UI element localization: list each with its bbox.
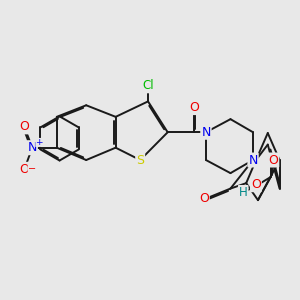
Text: O: O: [189, 101, 199, 114]
Text: N: N: [248, 154, 258, 166]
Text: O: O: [199, 192, 209, 205]
Text: S: S: [136, 154, 144, 166]
Text: H: H: [239, 186, 248, 199]
Text: O: O: [251, 178, 261, 191]
Text: O: O: [20, 163, 29, 176]
Text: −: −: [28, 164, 36, 174]
Text: Cl: Cl: [142, 80, 154, 92]
Text: N: N: [28, 141, 37, 154]
Text: O: O: [268, 154, 278, 166]
Text: N: N: [201, 126, 211, 139]
Text: +: +: [35, 138, 43, 147]
Text: O: O: [20, 120, 29, 134]
